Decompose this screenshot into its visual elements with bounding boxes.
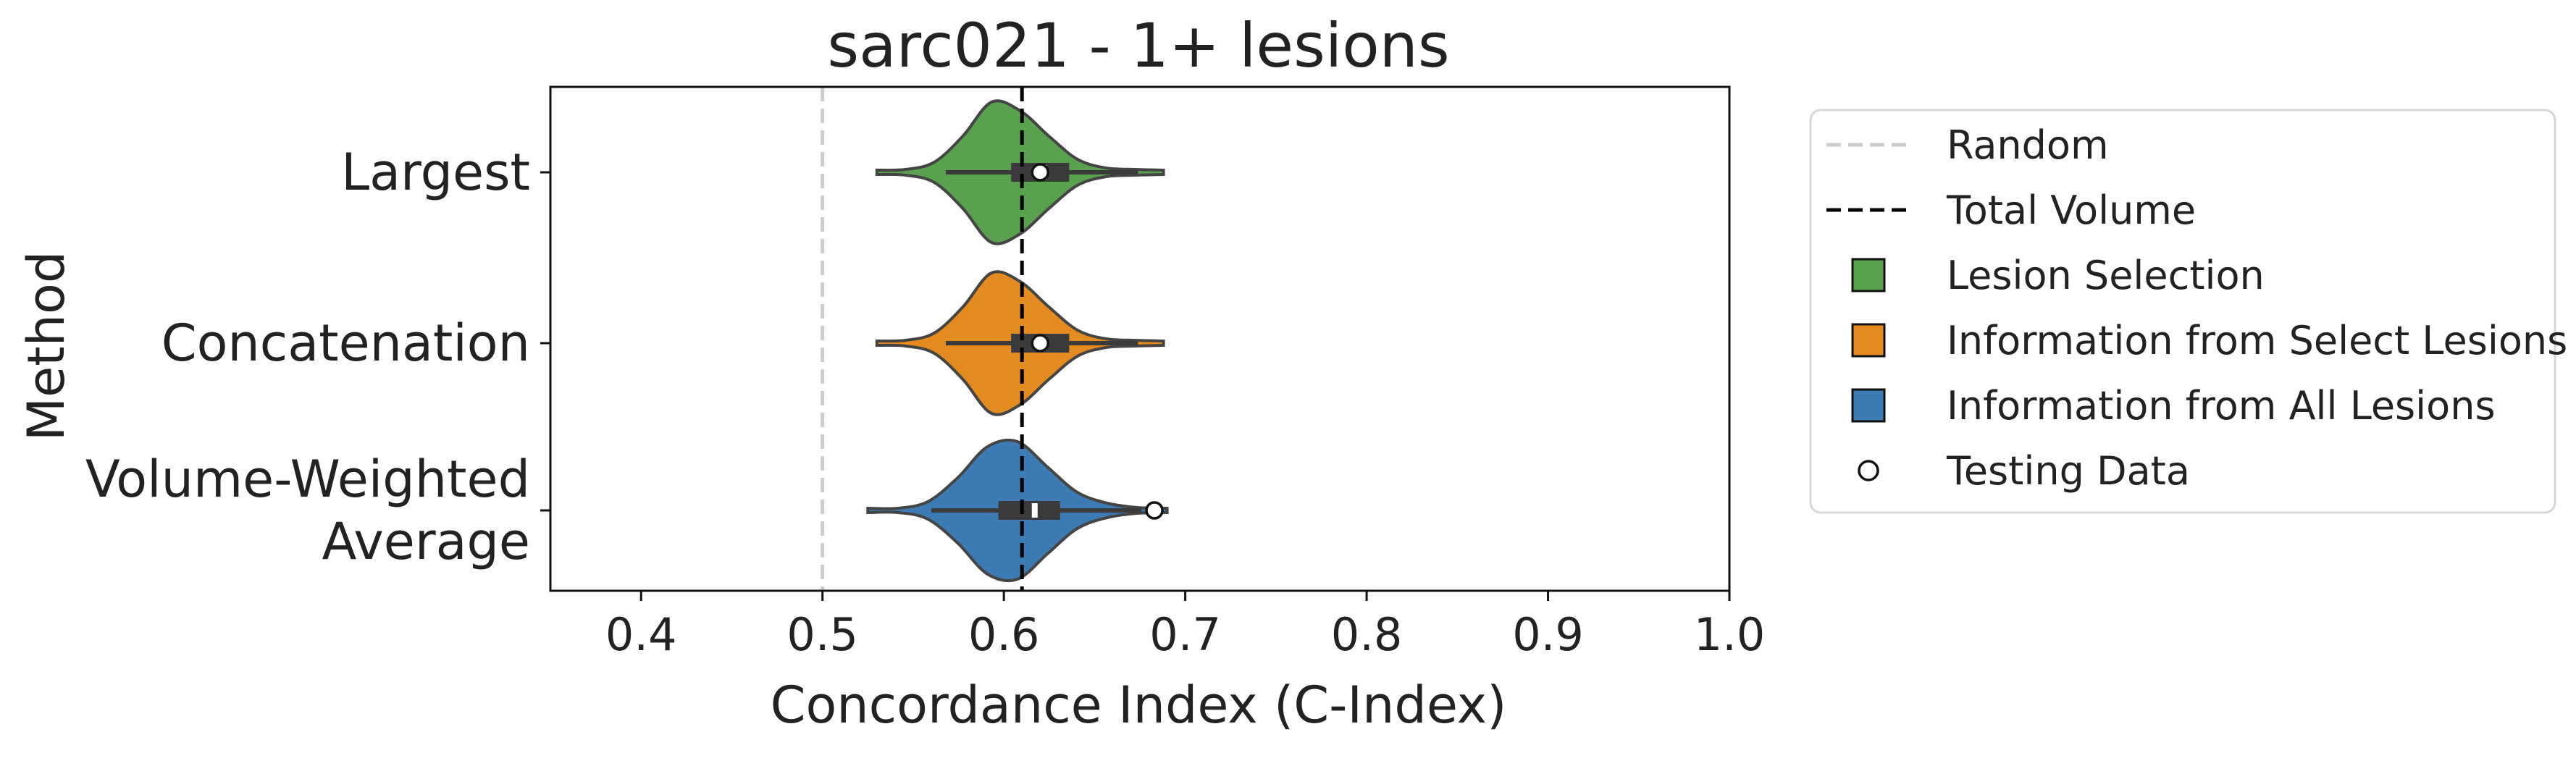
- chart-title: sarc021 - 1+ lesions: [827, 10, 1449, 81]
- y-tick-label: Volume-Weighted: [85, 450, 530, 509]
- y-tick-label: Average: [322, 512, 530, 571]
- violin-median: [1031, 503, 1038, 518]
- plot-area: 0.4 0.5 0.6 0.7 0.8 0.9 1.0 Largest Concatenatio…: [85, 85, 1766, 661]
- legend-color-patch: [1851, 258, 1886, 292]
- y-tick-label: Concatenation: [161, 313, 530, 373]
- testing-data-point: [1145, 501, 1164, 520]
- x-tick-label: 1.0: [1694, 608, 1766, 661]
- x-tick-label: 0.7: [1149, 608, 1221, 661]
- legend-label: Information from Select Lesions: [1947, 318, 2567, 363]
- legend-label: Random: [1947, 122, 2109, 168]
- y-axis-label: Method: [17, 251, 76, 442]
- legend-label: Testing Data: [1946, 448, 2190, 494]
- x-tick-label: 0.9: [1512, 608, 1584, 661]
- legend-color-patch: [1851, 323, 1886, 358]
- legend-color-patch: [1851, 388, 1886, 423]
- x-tick-label: 0.6: [968, 608, 1040, 661]
- x-tick-label: 0.5: [786, 608, 858, 661]
- legend-label: Lesion Selection: [1947, 253, 2265, 298]
- testing-data-point: [1031, 334, 1049, 353]
- legend-box: [1809, 109, 2556, 514]
- legend-marker-handle: [1858, 460, 1879, 481]
- violin-iqr-box: [998, 501, 1060, 520]
- plot-frame: [549, 85, 1731, 592]
- x-tick-label: 0.4: [605, 608, 677, 661]
- x-tick-label: 0.8: [1331, 608, 1403, 661]
- legend: Random Total Volume Lesion Selection Inform…: [1809, 109, 2567, 514]
- x-axis-label: Concordance Index (C-Index): [771, 675, 1507, 735]
- testing-data-point: [1031, 163, 1049, 182]
- legend-label: Information from All Lesions: [1947, 383, 2496, 429]
- legend-label: Total Volume: [1946, 188, 2196, 233]
- y-tick-label: Largest: [341, 143, 530, 202]
